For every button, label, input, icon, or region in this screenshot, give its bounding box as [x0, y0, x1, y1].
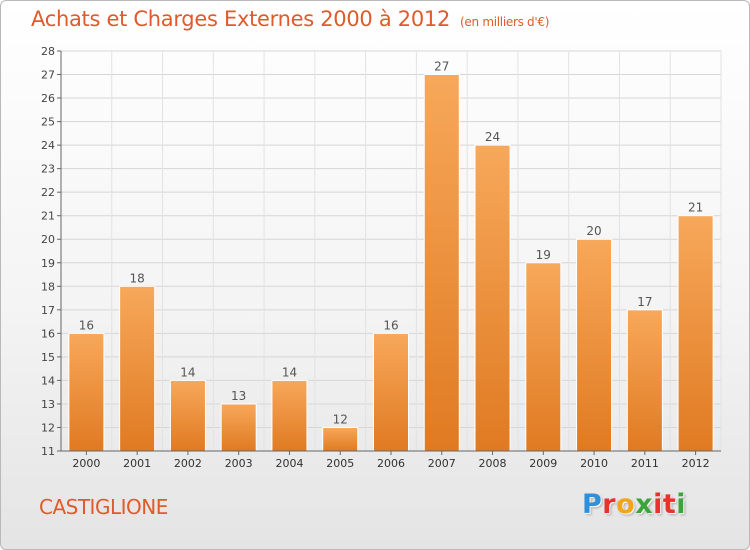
bar [322, 426, 359, 452]
x-tick-label: 2000 [72, 457, 100, 470]
x-tick-label: 2002 [174, 457, 202, 470]
bar [372, 332, 410, 452]
y-tick-label: 13 [41, 398, 55, 411]
bar [169, 379, 206, 452]
bar [626, 309, 663, 452]
logo-letter: i [653, 489, 663, 520]
y-tick-label: 11 [41, 445, 55, 458]
bar [68, 332, 105, 452]
bar-value-label: 27 [434, 60, 449, 74]
logo-letter: r [602, 489, 617, 520]
x-tick-label: 2003 [225, 457, 253, 470]
title-text: Achats et Charges Externes 2000 à 2012 [31, 7, 451, 31]
logo-letter: o [616, 489, 636, 520]
y-tick-label: 21 [41, 210, 55, 223]
x-tick-label: 2012 [682, 457, 710, 470]
bar-value-label: 24 [485, 130, 500, 144]
bar-value-label: 16 [79, 318, 94, 332]
y-tick-label: 20 [41, 233, 55, 246]
bar [677, 215, 714, 452]
bar [220, 403, 257, 452]
bar [474, 144, 511, 452]
y-tick-label: 17 [41, 304, 55, 317]
y-tick-label: 15 [41, 351, 55, 364]
bar-value-label: 18 [130, 271, 145, 285]
bar [423, 74, 460, 452]
x-tick-label: 2001 [123, 457, 151, 470]
x-tick-label: 2010 [580, 457, 608, 470]
bar [525, 262, 562, 452]
y-tick-label: 18 [41, 280, 55, 293]
commune-name: CASTIGLIONE [39, 495, 168, 519]
bar-value-label: 21 [688, 201, 703, 215]
bar [576, 238, 613, 452]
y-tick-label: 24 [41, 139, 55, 152]
bar-value-label: 19 [536, 248, 551, 262]
y-tick-label: 22 [41, 186, 55, 199]
bar-value-label: 13 [231, 389, 246, 403]
y-tick-label: 26 [41, 92, 55, 105]
x-tick-label: 2005 [326, 457, 354, 470]
x-tick-label: 2011 [631, 457, 659, 470]
bar-value-label: 12 [333, 412, 348, 426]
proxiti-logo: Proxiti [582, 489, 686, 520]
y-tick-label: 25 [41, 116, 55, 129]
bars: 16 18 14 13 14 12 16 27 24 19 20 17 21 [68, 60, 714, 452]
bar-value-label: 14 [282, 365, 297, 379]
y-tick-label: 27 [41, 69, 55, 82]
x-tick-label: 2008 [479, 457, 507, 470]
y-tick-label: 14 [41, 374, 55, 387]
bar-value-label: 14 [180, 365, 195, 379]
x-tick-label: 2009 [529, 457, 557, 470]
bar-value-label: 20 [586, 224, 601, 238]
y-tick-label: 23 [41, 163, 55, 176]
logo-letter: i [676, 489, 687, 520]
logo-letter: x [635, 489, 654, 520]
logo-letter: P [582, 489, 603, 520]
x-tick-label: 2004 [275, 457, 303, 470]
bar [119, 285, 156, 452]
axes: 11 12 13 14 15 16 17 18 19 20 21 22 23 24 25 26 27 28 2000… [41, 45, 721, 470]
y-tick-label: 28 [41, 45, 55, 58]
y-tick-label: 19 [41, 257, 55, 270]
y-tick-label: 12 [41, 421, 55, 434]
x-tick-label: 2006 [377, 457, 405, 470]
bar-value-label: 17 [637, 295, 652, 309]
x-tick-label: 2007 [428, 457, 456, 470]
bar-value-label: 16 [383, 318, 398, 332]
unit-label: (en milliers d'€) [460, 15, 550, 29]
bar [271, 379, 308, 452]
chart-title: Achats et Charges Externes 2000 à 2012 (e… [31, 7, 549, 31]
y-tick-label: 16 [41, 327, 55, 340]
logo-letter: t [662, 489, 677, 520]
